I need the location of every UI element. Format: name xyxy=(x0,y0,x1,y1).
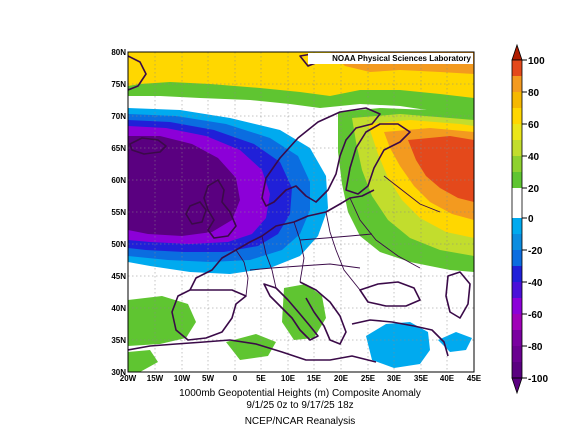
colorbar-label: -80 xyxy=(528,342,543,353)
colorbar-swatch xyxy=(512,314,522,330)
lat-label: 75N xyxy=(111,80,126,89)
lon-label: 20E xyxy=(334,374,349,383)
lon-label: 10E xyxy=(281,374,296,383)
lon-label: 40E xyxy=(440,374,455,383)
colorbar-swatch xyxy=(512,156,522,172)
colorbar-label: 0 xyxy=(528,214,534,225)
lon-label: 35E xyxy=(414,374,429,383)
colorbar-swatch xyxy=(512,172,522,188)
contour-north-yellow-left xyxy=(176,52,300,70)
lon-label: 25E xyxy=(361,374,376,383)
colorbar-label: 100 xyxy=(528,56,545,67)
lon-label: 5W xyxy=(202,374,214,383)
colorbar-swatch xyxy=(512,266,522,282)
coastlines xyxy=(128,53,471,363)
colorbar-label: 60 xyxy=(528,120,540,131)
colorbar-top-arrow xyxy=(511,43,523,61)
colorbar-swatch xyxy=(512,188,522,218)
map-panel xyxy=(128,52,474,372)
lon-label: 30E xyxy=(387,374,402,383)
contour-east-redorange xyxy=(408,136,474,202)
lon-label: 20W xyxy=(120,374,137,383)
lon-label: 45E xyxy=(467,374,482,383)
colorbar-swatch xyxy=(512,234,522,250)
lat-label: 65N xyxy=(111,144,126,153)
contour-africa-green xyxy=(128,350,158,372)
lat-label: 60N xyxy=(111,176,126,185)
colorbar-swatch xyxy=(512,60,522,76)
colorbar-swatch xyxy=(512,124,522,140)
colorbar-swatch xyxy=(512,92,522,108)
colorbar-bottom-arrow xyxy=(511,377,523,395)
colorbar-label: -40 xyxy=(528,278,543,289)
contour-italy-green xyxy=(282,284,326,340)
colorbar-swatch xyxy=(512,298,522,314)
lat-label: 30N xyxy=(111,368,126,377)
lon-label: 15E xyxy=(307,374,322,383)
contour-se-m20 xyxy=(366,322,430,368)
lon-label: 5E xyxy=(256,374,266,383)
contour-se-m20b xyxy=(438,332,472,352)
map-frame xyxy=(127,51,475,373)
longitude-labels: 20W 15W 10W 5W 0 5E 10E 15E 20E 25E 30E … xyxy=(120,374,482,383)
colorbar-label: -100 xyxy=(528,374,548,385)
colorbar-label: 40 xyxy=(528,152,540,163)
colorbar-swatch xyxy=(512,140,522,156)
colorbar-swatch xyxy=(512,76,522,92)
colorbar-swatch xyxy=(512,218,522,234)
colorbar-label: -60 xyxy=(528,310,543,321)
colorbar-label: -20 xyxy=(528,246,543,257)
contour-west-m100 xyxy=(128,136,240,236)
lat-label: 70N xyxy=(111,112,126,121)
graticule xyxy=(128,52,474,372)
caption-line-1: 1000mb Geopotential Heights (m) Composit… xyxy=(179,388,421,399)
lat-label: 55N xyxy=(111,208,126,217)
lat-label: 35N xyxy=(111,336,126,345)
caption-line-3: NCEP/NCAR Reanalysis xyxy=(245,416,356,427)
credit-box xyxy=(308,53,473,64)
colorbar-swatch xyxy=(512,362,522,378)
colorbar-swatch xyxy=(512,250,522,266)
colorbar-swatch xyxy=(512,108,522,124)
caption-line-2: 9/1/25 0z to 9/17/25 18z xyxy=(246,400,353,411)
colorbar-swatch xyxy=(512,282,522,298)
colorbar-swatch xyxy=(512,330,522,346)
lon-label: 10W xyxy=(174,374,191,383)
colorbar-label: 80 xyxy=(528,88,540,99)
colorbar-frame xyxy=(511,59,523,379)
lon-label: 0 xyxy=(233,374,238,383)
country-borders xyxy=(235,175,441,297)
credit-text: NOAA Physical Sciences Laboratory xyxy=(332,54,471,63)
lat-label: 40N xyxy=(111,304,126,313)
colorbar-swatch xyxy=(512,346,522,362)
colorbar: 100 80 60 40 20 0 -20 -40 -60 -80 -100 xyxy=(511,43,548,395)
lat-label: 50N xyxy=(111,240,126,249)
lon-label: 15W xyxy=(147,374,164,383)
lat-label: 80N xyxy=(111,48,126,57)
colorbar-label: 20 xyxy=(528,184,540,195)
latitude-labels: 80N 75N 70N 65N 60N 55N 50N 45N 40N 35N … xyxy=(111,48,126,377)
lat-label: 45N xyxy=(111,272,126,281)
